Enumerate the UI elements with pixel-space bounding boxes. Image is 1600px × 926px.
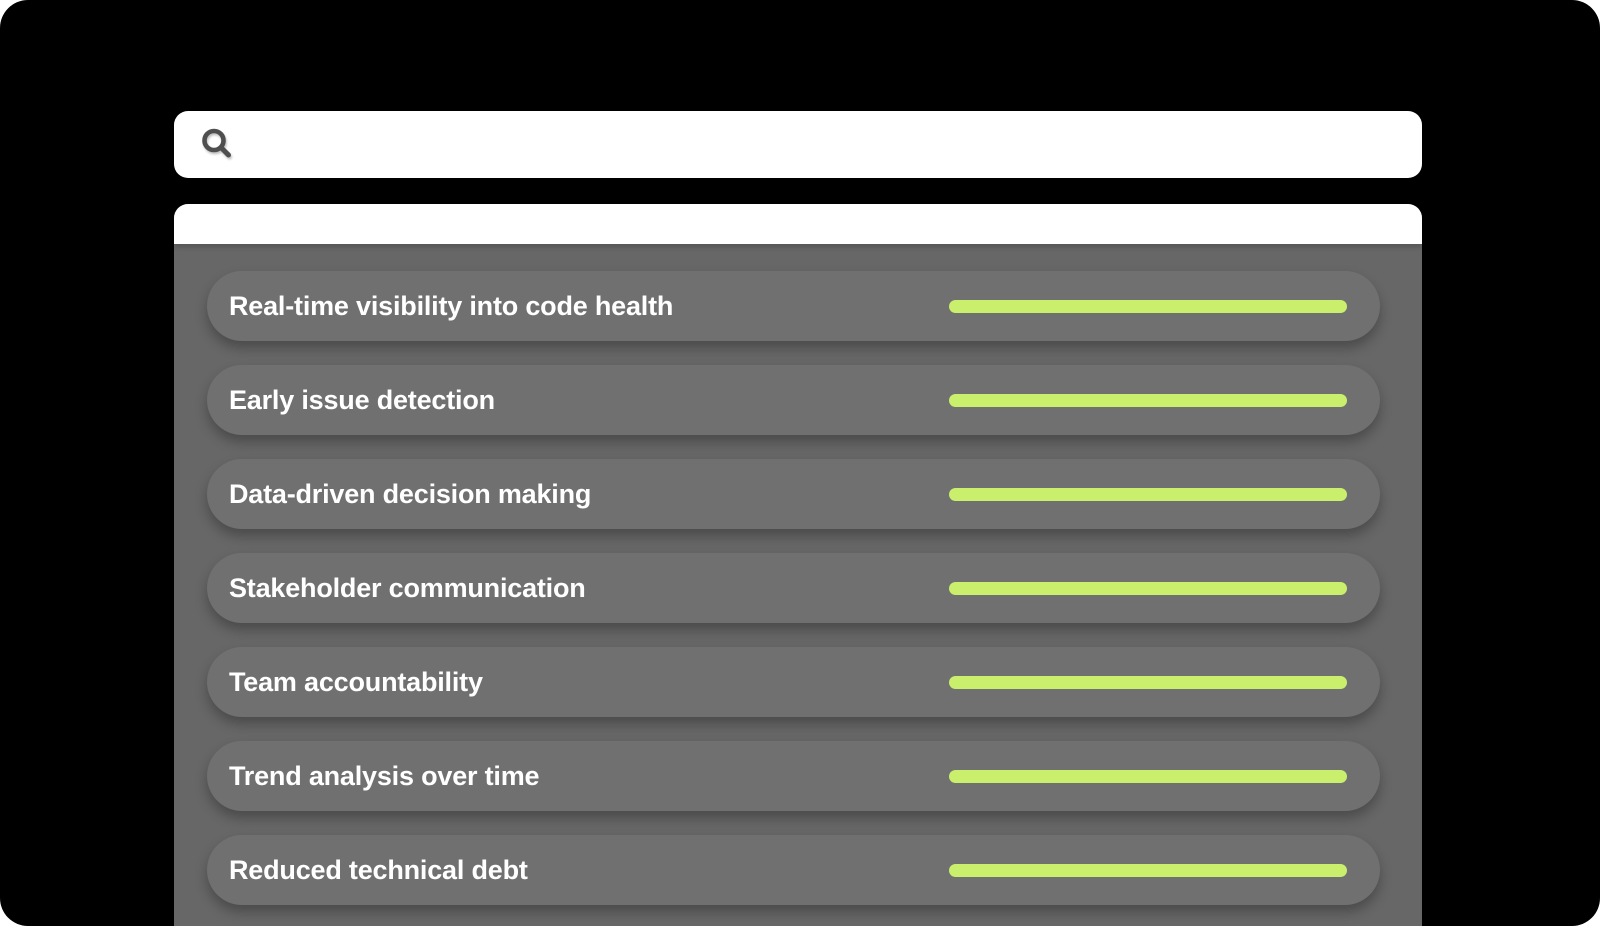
feature-list: Real-time visibility into code health Ea… — [174, 244, 1422, 905]
progress-bar — [949, 769, 1347, 783]
search-bar[interactable] — [174, 111, 1422, 178]
progress-bar — [949, 581, 1347, 595]
list-item-label: Early issue detection — [229, 384, 495, 415]
panel-header — [174, 204, 1422, 244]
search-input[interactable] — [250, 128, 1398, 161]
progress-bar — [949, 863, 1347, 877]
list-item[interactable]: Early issue detection — [207, 365, 1380, 435]
progress-bar — [949, 299, 1347, 313]
list-item-label: Stakeholder communication — [229, 572, 586, 603]
search-icon — [200, 127, 236, 163]
list-item[interactable]: Trend analysis over time — [207, 741, 1380, 811]
list-item[interactable]: Stakeholder communication — [207, 553, 1380, 623]
list-item-label: Team accountability — [229, 666, 483, 697]
progress-bar — [949, 487, 1347, 501]
progress-bar — [949, 675, 1347, 689]
list-item-label: Trend analysis over time — [229, 760, 540, 791]
list-item-label: Data-driven decision making — [229, 478, 592, 509]
list-item[interactable]: Real-time visibility into code health — [207, 271, 1380, 341]
list-item-label: Real-time visibility into code health — [229, 290, 674, 321]
list-item[interactable]: Team accountability — [207, 647, 1380, 717]
results-panel: Real-time visibility into code health Ea… — [174, 204, 1422, 926]
list-item[interactable]: Data-driven decision making — [207, 459, 1380, 529]
list-item-label: Reduced technical debt — [229, 854, 528, 885]
progress-bar — [949, 393, 1347, 407]
list-item[interactable]: Reduced technical debt — [207, 835, 1380, 905]
